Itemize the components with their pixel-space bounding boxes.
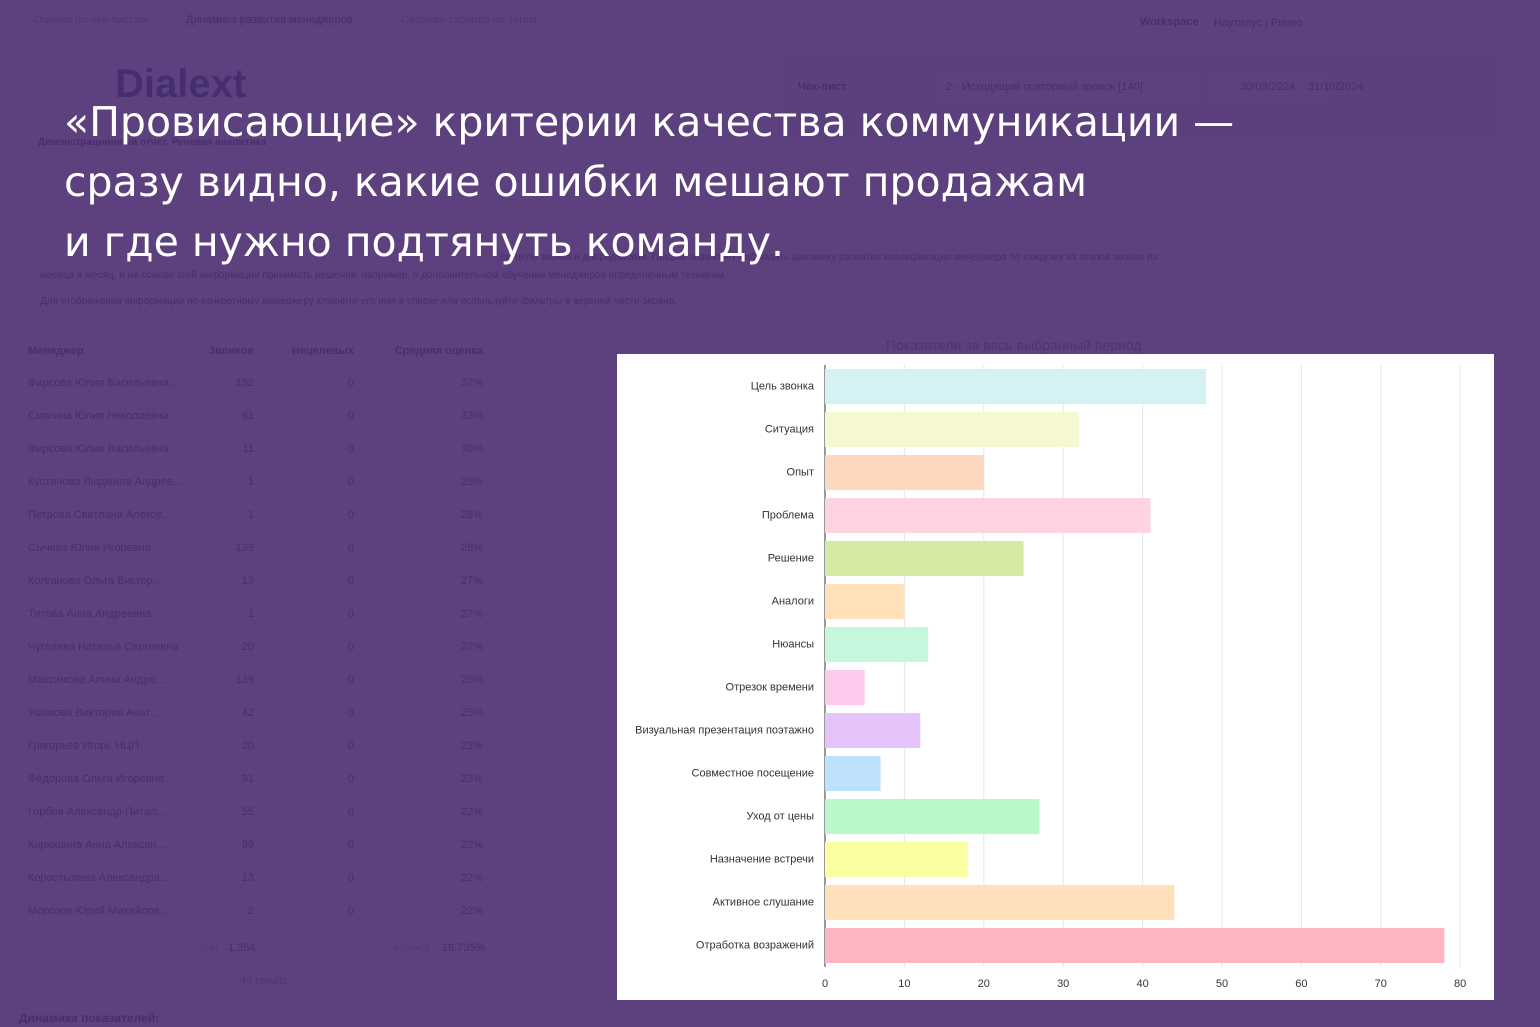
- y-tick-label: Визуальная презентация поэтажно: [635, 724, 814, 736]
- x-tick-label: 20: [978, 978, 990, 990]
- bar: [825, 498, 1151, 533]
- bar: [825, 928, 1445, 963]
- x-tick-label: 50: [1216, 978, 1228, 990]
- chart-panel: 0 10 20 30 40 50 60 70 80 Цель звонка Ситуация Опыт…: [617, 354, 1494, 1000]
- y-tick-label: Совместное посещение: [692, 767, 814, 779]
- bar: [825, 584, 905, 619]
- bar: [825, 670, 865, 705]
- y-tick-label: Нюансы: [772, 638, 814, 650]
- headline: «Провисающие» критерии качества коммуник…: [64, 92, 1234, 272]
- y-tick-label: Решение: [768, 552, 814, 564]
- y-tick-label: Активное слушание: [713, 896, 814, 908]
- bar: [825, 713, 921, 748]
- bar: [825, 412, 1080, 447]
- y-tick-label: Отработка возражений: [696, 939, 814, 951]
- headline-line: и где нужно подтянуть команду.: [64, 218, 785, 266]
- x-tick-label: 10: [898, 978, 910, 990]
- bar: [825, 627, 929, 662]
- bar: [825, 885, 1175, 920]
- y-tick-label: Уход от цены: [747, 810, 815, 822]
- y-tick-label: Цель звонка: [751, 380, 815, 392]
- headline-line: «Провисающие» критерии качества коммуник…: [64, 98, 1235, 146]
- bar: [825, 455, 984, 490]
- x-tick-label: 30: [1057, 978, 1069, 990]
- bar: [825, 842, 968, 877]
- y-tick-label: Отрезок времени: [726, 681, 814, 693]
- headline-line: сразу видно, какие ошибки мешают продажа…: [64, 158, 1088, 206]
- y-tick-label: Опыт: [787, 466, 814, 478]
- y-tick-label: Проблема: [762, 509, 815, 521]
- x-tick-label: 80: [1454, 978, 1466, 990]
- bar: [825, 369, 1207, 404]
- y-tick-label: Аналоги: [772, 595, 814, 607]
- bar: [825, 541, 1024, 576]
- x-tick-label: 0: [822, 978, 828, 990]
- x-tick-label: 60: [1295, 978, 1307, 990]
- bar: [825, 756, 881, 791]
- y-tick-label: Назначение встречи: [710, 853, 814, 865]
- x-tick-label: 40: [1136, 978, 1148, 990]
- x-tick-label: 70: [1375, 978, 1387, 990]
- chart: 0 10 20 30 40 50 60 70 80 Цель звонка Ситуация Опыт…: [635, 365, 1466, 990]
- bar: [825, 799, 1040, 834]
- y-tick-label: Ситуация: [765, 423, 814, 435]
